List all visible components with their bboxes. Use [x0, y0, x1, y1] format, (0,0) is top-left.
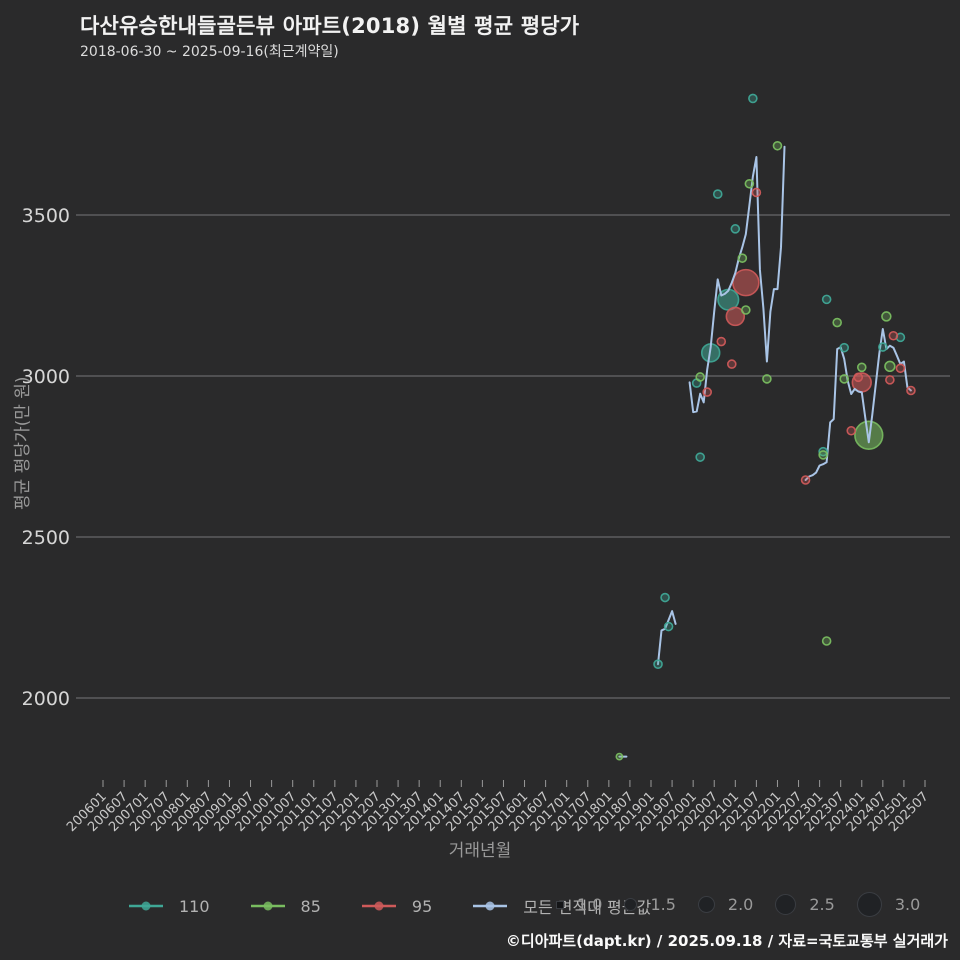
size-legend-label: 1.5 — [650, 895, 676, 914]
scatter-point-85 — [744, 178, 755, 189]
scatter-point-95 — [885, 375, 895, 385]
legend-line-dot-icon — [250, 901, 285, 911]
size-legend-label: 3.0 — [894, 895, 921, 914]
scatter-point-110 — [821, 294, 832, 305]
scatter-point-95 — [906, 385, 916, 396]
legend-item-85[interactable]: 85 — [250, 897, 321, 916]
legend-label: 95 — [411, 896, 433, 916]
scatter-point-85 — [695, 372, 705, 382]
scatter-point-110 — [748, 93, 758, 104]
scatter-point-95 — [732, 268, 760, 297]
size-circle-icon — [775, 894, 797, 915]
scatter-point-85 — [737, 253, 748, 263]
scatter-point-85 — [839, 374, 850, 384]
scatter-point-110 — [653, 659, 663, 669]
scatter-point-85 — [762, 374, 772, 384]
scatter-point-95 — [725, 306, 746, 327]
legend-line-dot-icon — [473, 901, 508, 911]
size-legend-item-2.5: 2.5 — [775, 894, 835, 915]
legend-line-dot-icon — [129, 901, 163, 911]
scatter-point-85 — [881, 311, 892, 322]
avg-line — [804, 328, 912, 481]
legend-item-모든 면적대 평균값[interactable]: 모든 면적대 평균값 — [472, 894, 651, 918]
scatter-point-110 — [663, 621, 674, 632]
scatter-point-95 — [895, 363, 906, 374]
scatter-point-95 — [726, 359, 737, 369]
legend-item-110[interactable]: 110 — [128, 897, 210, 916]
size-legend-item-2.0: 2.0 — [697, 895, 754, 914]
size-legend-label: 2.5 — [809, 895, 835, 914]
size-legend-label: 1.0 — [577, 895, 603, 914]
avg-line — [657, 610, 677, 666]
scatter-point-95 — [888, 330, 899, 341]
scatter-point-85 — [772, 140, 783, 151]
scatter-point-95 — [846, 425, 857, 436]
scatter-point-110 — [695, 452, 705, 462]
chart-subtitle: 2018-06-30 ~ 2025-09-16(최근계약일) — [80, 44, 339, 60]
size-square-icon — [556, 900, 564, 909]
chart-title: 다산유승한내들골든뷰 아파트(2018) 월별 평균 평당가 — [80, 14, 580, 38]
avg-line — [688, 145, 786, 414]
y-tick-label: 2000 — [22, 688, 70, 710]
scatter-point-85 — [856, 362, 867, 373]
scatter-point-110 — [839, 342, 850, 353]
scatter-point-95 — [751, 187, 762, 198]
scatter-point-85 — [818, 450, 828, 460]
scatter-point-85 — [821, 636, 832, 646]
scatter-point-110 — [660, 592, 670, 603]
scatter-point-110 — [878, 342, 888, 352]
scatter-point-95 — [702, 387, 713, 397]
scatter-point-85 — [615, 752, 624, 761]
attribution: ©디아파트(dapt.kr) / 2025.09.18 / 자료=국토교통부 실… — [505, 932, 948, 950]
size-circle-icon — [624, 898, 638, 911]
y-tick-label: 3500 — [22, 205, 70, 227]
legend-label: 110 — [179, 896, 210, 916]
scatter-point-110 — [730, 224, 741, 234]
size-legend-item-1.5: 1.5 — [624, 895, 676, 914]
size-legend-label: 2.0 — [727, 895, 754, 914]
y-tick-label: 3000 — [22, 366, 70, 388]
series-legend: 110 85 95 모든 면적대 평균값 — [128, 894, 651, 918]
scatter-point-85 — [884, 360, 896, 373]
legend-item-95[interactable]: 95 — [361, 897, 432, 916]
legend-line-dot-icon — [361, 901, 396, 911]
scatter-point-110 — [712, 189, 723, 199]
size-legend: 1.0 1.5 2.0 2.5 3.0 — [556, 892, 920, 917]
x-axis-title: 거래년월 — [448, 841, 512, 861]
y-axis-title: 평균 평당가(만 원) — [13, 376, 33, 510]
size-circle-icon — [697, 896, 715, 913]
size-circle-icon — [856, 892, 882, 917]
legend-label: 모든 면적대 평균값 — [523, 898, 652, 917]
scatter-point-95 — [716, 336, 727, 347]
size-legend-item-3.0: 3.0 — [856, 892, 921, 917]
legend-label: 85 — [300, 896, 321, 916]
y-tick-label: 2500 — [22, 527, 70, 549]
size-legend-item-1.0: 1.0 — [556, 895, 602, 914]
scatter-point-85 — [832, 317, 842, 328]
scatter-point-95 — [853, 372, 864, 383]
scatter-point-85 — [741, 305, 751, 315]
scatter-point-95 — [800, 475, 811, 485]
